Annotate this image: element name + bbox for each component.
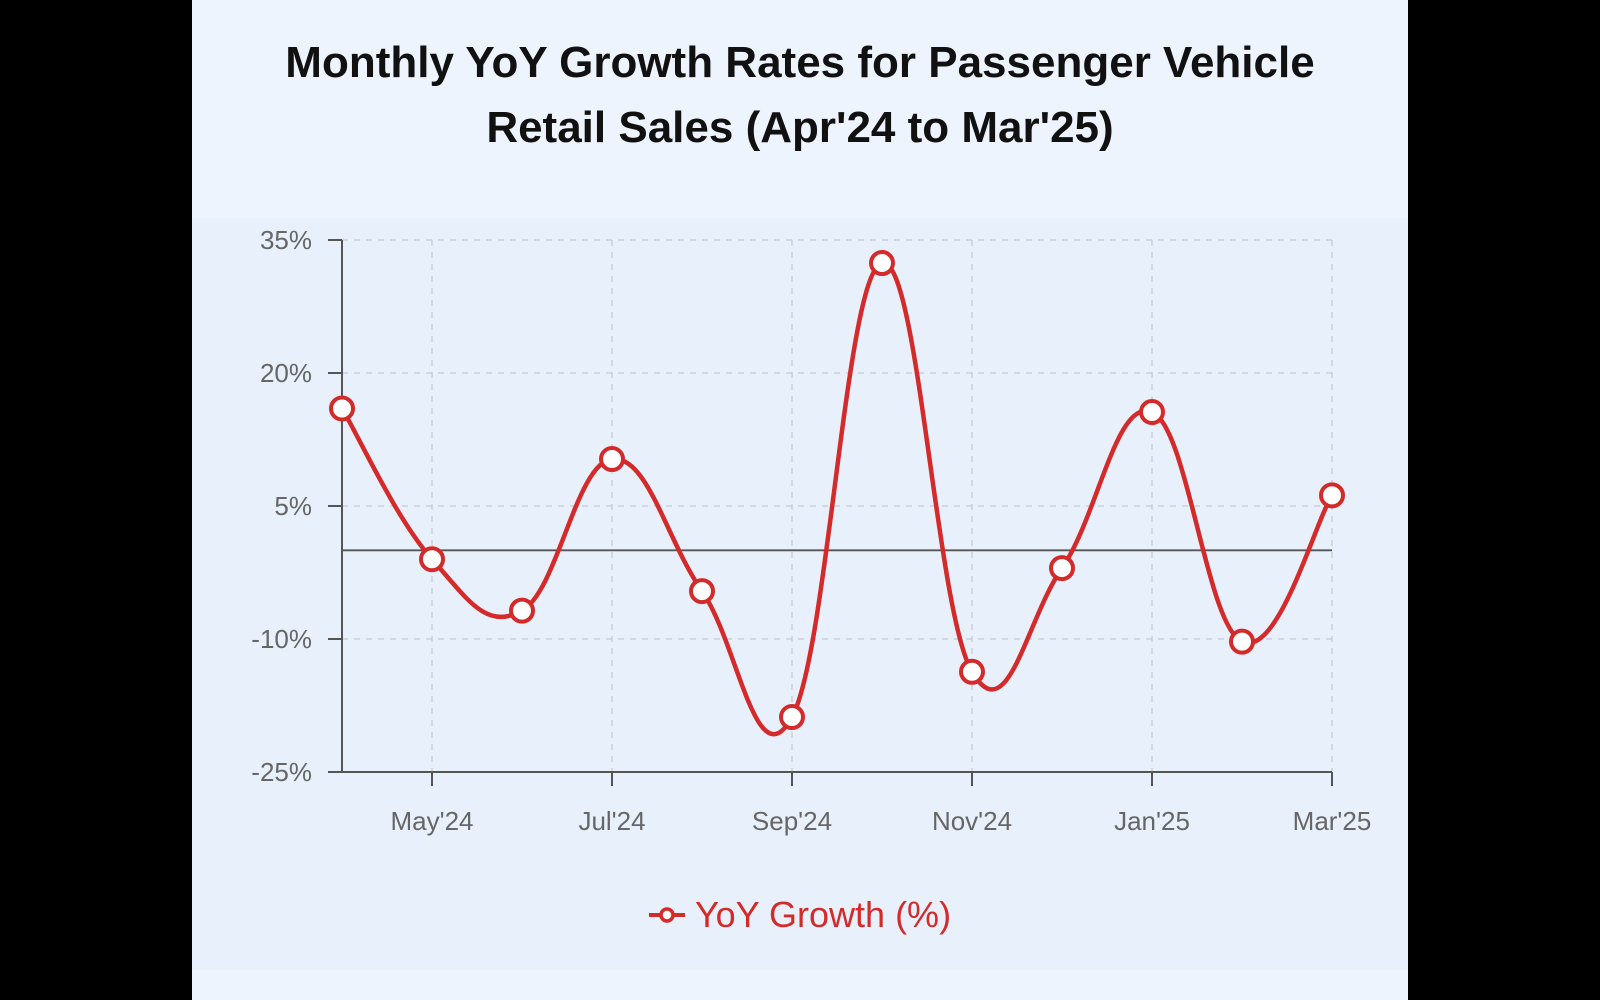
y-tick-label: -10% — [251, 624, 312, 654]
axes: 35% 20% 5% -10% -25% May'24 Jul'24 Sep'24 Nov'24… — [251, 225, 1371, 836]
y-tick-label: 20% — [260, 358, 312, 388]
y-tick-label: 5% — [274, 491, 312, 521]
legend[interactable]: YoY Growth (%) — [192, 894, 1408, 936]
data-point[interactable] — [1229, 628, 1255, 655]
data-point[interactable] — [779, 704, 805, 731]
chart-title-line-2: Retail Sales (Apr'24 to Mar'25) — [486, 103, 1114, 152]
x-tick-label: Jan'25 — [1114, 806, 1190, 836]
legend-marker-icon — [648, 907, 685, 923]
x-tick-label: Mar'25 — [1293, 806, 1372, 836]
data-point[interactable] — [419, 546, 445, 573]
x-tick-label: Jul'24 — [578, 806, 645, 836]
data-point[interactable] — [1049, 555, 1075, 582]
chart-title-line-1: Monthly YoY Growth Rates for Passenger V… — [285, 38, 1315, 87]
data-point[interactable] — [509, 597, 535, 624]
data-point[interactable] — [869, 250, 895, 277]
legend-label: YoY Growth (%) — [694, 894, 952, 935]
series-line — [340, 260, 1334, 737]
data-point[interactable] — [1319, 482, 1345, 509]
data-point[interactable] — [1139, 399, 1165, 426]
x-tick-label: Nov'24 — [932, 806, 1012, 836]
chart-panel: Monthly YoY Growth Rates for Passenger V… — [192, 0, 1408, 1000]
plot-area-background — [192, 218, 1408, 970]
data-point[interactable] — [329, 395, 355, 422]
data-point[interactable] — [689, 578, 715, 605]
line-chart: 35% 20% 5% -10% -25% May'24 Jul'24 Sep'24 Nov'24… — [251, 225, 1371, 836]
data-point[interactable] — [599, 446, 625, 473]
y-tick-label: -25% — [251, 757, 312, 787]
series-layer — [329, 250, 1345, 737]
data-point[interactable] — [959, 658, 985, 685]
x-tick-label: Sep'24 — [752, 806, 832, 836]
x-tick-label: May'24 — [390, 806, 473, 836]
chart-title: Monthly YoY Growth Rates for Passenger V… — [192, 30, 1408, 160]
y-tick-label: 35% — [260, 225, 312, 255]
grid — [342, 239, 1333, 772]
